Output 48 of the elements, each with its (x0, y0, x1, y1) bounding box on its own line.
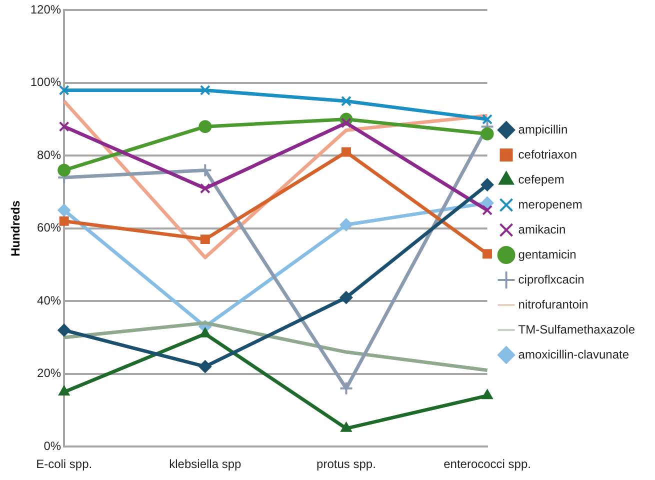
point (480, 178, 494, 192)
legend-label: nitrofurantoin (518, 297, 588, 312)
point (340, 422, 352, 432)
y-tick-label: 60% (37, 220, 62, 235)
point (58, 84, 70, 96)
point (58, 324, 71, 337)
legend-label: ciproflxcacin (518, 272, 584, 286)
x-tick-label: klebsiella spp (169, 457, 242, 472)
point (200, 84, 210, 96)
point (482, 114, 493, 125)
x-tick-label: enterococci spp. (444, 457, 531, 472)
point (340, 118, 352, 128)
point (58, 386, 70, 396)
point (480, 196, 494, 210)
legend-label: meropenem (518, 197, 582, 212)
point (200, 183, 210, 194)
legend-label: gentamicin (518, 247, 576, 262)
point (482, 249, 492, 259)
point (482, 204, 493, 216)
point (198, 360, 212, 374)
point (58, 164, 71, 177)
point (339, 381, 354, 396)
point (59, 216, 69, 226)
point (340, 290, 353, 304)
x-tick-label: protus spp. (316, 457, 376, 472)
point (340, 96, 352, 106)
legend-label: amoxicillin-clavunate (518, 347, 630, 362)
y-tick-label: 120% (30, 2, 62, 17)
x-tick-label: E-coli spp. (36, 457, 92, 472)
point (482, 389, 493, 400)
y-tick-label: 20% (37, 366, 62, 380)
point (58, 121, 70, 132)
point (341, 147, 351, 157)
point (340, 218, 353, 232)
point (480, 127, 494, 140)
y-tick-label: 100% (30, 75, 62, 90)
y-axis-title: Hundreds (8, 200, 23, 256)
legend-label: cefotriaxon (518, 147, 577, 162)
point (198, 120, 212, 134)
y-tick-label: 0% (44, 438, 62, 453)
point (200, 234, 210, 244)
point (58, 204, 71, 217)
legend-label: cefepem (518, 172, 564, 186)
y-tick-label: 40% (37, 293, 62, 308)
y-tick-label: 80% (37, 148, 62, 162)
legend-label: TM-Sulfamethaxazole (518, 322, 636, 336)
legend-label: amikacin (518, 222, 566, 236)
legend-label: ampicillin (518, 122, 568, 136)
